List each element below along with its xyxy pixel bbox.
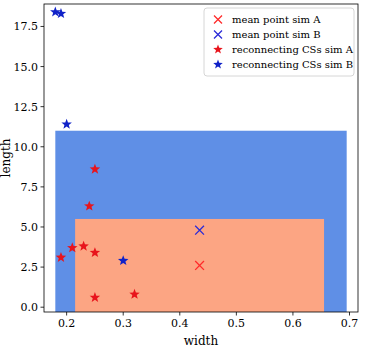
x-tick-label: 0.6 (284, 317, 302, 330)
legend-label: reconnecting CSs sim B (232, 59, 353, 70)
point (56, 8, 66, 18)
y-tick (41, 186, 45, 187)
y-tick-label: 17.5 (14, 20, 39, 33)
x-axis-label: width (184, 334, 219, 348)
x-tick (292, 312, 293, 316)
x-tick-label: 0.4 (171, 317, 189, 330)
y-tick-label: 10.0 (14, 141, 39, 154)
point (67, 242, 77, 252)
y-tick-label: 12.5 (14, 101, 39, 114)
x-tick-label: 0.5 (228, 317, 246, 330)
point (118, 255, 128, 265)
legend-label: mean point sim B (232, 29, 321, 40)
y-tick (41, 26, 45, 27)
chart: 0.2 0.3 0.4 0.5 0.6 0.7 0.0 2.5 5.0 7.5 10.0 12.5 15… (0, 0, 372, 351)
point (90, 164, 100, 174)
y-tick (41, 146, 45, 147)
legend: mean point sim A mean point sim B reconnec… (204, 8, 354, 76)
legend-marker (213, 60, 223, 69)
x-tick (179, 312, 180, 316)
point (90, 292, 100, 302)
point (90, 247, 100, 257)
y-tick (41, 267, 45, 268)
legend-label: reconnecting CSs sim A (232, 44, 354, 55)
y-tick-label: 2.5 (21, 261, 39, 274)
x-tick (66, 312, 67, 316)
y-tick (41, 66, 45, 67)
point (61, 119, 71, 129)
y-tick-label: 7.5 (21, 181, 39, 194)
point (129, 289, 139, 299)
y-tick-label: 15.0 (14, 61, 39, 74)
x-tick (123, 312, 124, 316)
legend-marker (214, 31, 222, 39)
legend-box (204, 8, 354, 76)
y-tick (41, 307, 45, 308)
point (56, 252, 66, 262)
y-tick-label: 5.0 (21, 221, 39, 234)
point (84, 201, 94, 211)
point (78, 241, 88, 251)
y-tick-label: 0.0 (21, 301, 39, 314)
legend-label: mean point sim A (232, 14, 321, 25)
y-tick (41, 226, 45, 227)
point (195, 261, 204, 270)
region (55, 131, 346, 312)
region (75, 219, 324, 312)
y-tick (41, 106, 45, 107)
x-tick (349, 312, 350, 316)
x-tick-label: 0.3 (114, 317, 132, 330)
point (195, 226, 204, 235)
legend-marker (213, 45, 223, 54)
x-tick (236, 312, 237, 316)
frame (44, 4, 358, 312)
x-tick-label: 0.7 (341, 317, 359, 330)
y-axis-label: length (0, 138, 13, 177)
legend-marker (214, 16, 222, 24)
x-tick-label: 0.2 (58, 317, 76, 330)
